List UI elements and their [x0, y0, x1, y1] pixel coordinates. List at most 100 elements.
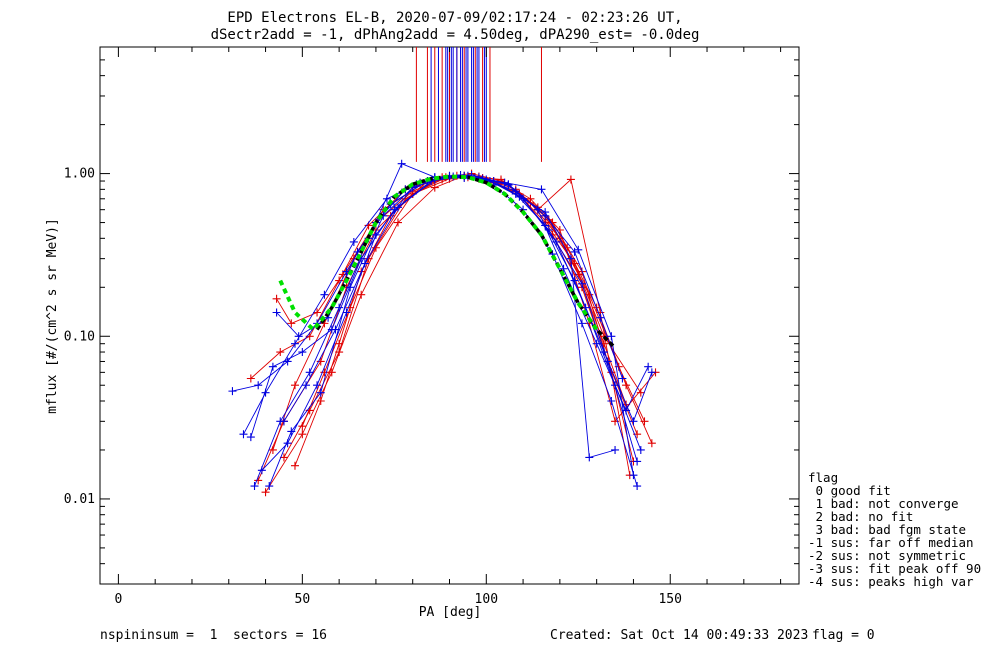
- series-15-point-1: [287, 427, 296, 436]
- series-15-point-0: [265, 482, 274, 491]
- x-tick-label-3: 150: [658, 592, 681, 607]
- series-5-point-2: [335, 348, 344, 357]
- series-9-point-5: [397, 159, 406, 168]
- series-8-point-14: [633, 482, 642, 491]
- series-6-point-2: [346, 303, 355, 312]
- legend-item-7: -4 sus: peaks high var: [808, 574, 974, 589]
- x-axis-label: PA [deg]: [419, 605, 482, 620]
- legend-item-1: 1 bad: not converge: [808, 496, 959, 511]
- series-15-point-8: [511, 187, 520, 196]
- series-1-point-13: [647, 439, 656, 448]
- series-11-point-12: [611, 445, 620, 454]
- series-4-point-0: [261, 488, 270, 497]
- series-10-point-13: [629, 417, 638, 426]
- series-15-point-2: [316, 388, 325, 397]
- plot-area: 0 50 100 150 0.01 0.10 1.00: [64, 46, 800, 607]
- series-15-point-11: [603, 357, 612, 366]
- y-tick-label-0: 0.01: [64, 492, 95, 507]
- x-tick-label-1: 50: [295, 592, 311, 607]
- y-axis-label: mflux [#/(cm^2 s sr MeV)]: [45, 218, 60, 414]
- series-10-point-3: [320, 290, 329, 299]
- series-13-point-11: [607, 332, 616, 341]
- data-layer: [228, 47, 660, 497]
- series-14-point-9: [570, 247, 579, 256]
- series-12-point-2: [313, 381, 322, 390]
- series-1-point-1: [290, 381, 299, 390]
- series-15-point-12: [633, 457, 642, 466]
- series-13-point-0: [246, 433, 255, 442]
- fit-curve-green: [278, 174, 599, 333]
- series-3-point-0: [290, 461, 299, 470]
- series-14-point-4: [393, 203, 402, 212]
- series-13-point-9: [537, 185, 546, 194]
- series-4-point-3: [357, 290, 366, 299]
- legend-item-4: -1 sus: far off median: [808, 535, 974, 550]
- series-10-point-2: [290, 339, 299, 348]
- axis-layer: 0 50 100 150 0.01 0.10 1.00: [64, 46, 799, 607]
- series-14-point-11: [618, 374, 627, 383]
- footer-spin-info: nspininsum = 1 sectors = 16: [100, 628, 327, 643]
- series-4-point-1: [298, 430, 307, 439]
- x-tick-label-0: 0: [114, 592, 122, 607]
- legend-item-6: -3 sus: fit peak off 90: [808, 561, 981, 576]
- legend-title: flag: [808, 470, 838, 485]
- series-5-point-0: [279, 453, 288, 462]
- series-11-point-1: [294, 332, 303, 341]
- series-0-point-2: [316, 357, 325, 366]
- series-15-point-10: [577, 279, 586, 288]
- series-12-point-13: [644, 362, 653, 371]
- series-line-13: [250, 175, 634, 476]
- series-8-point-12: [577, 319, 586, 328]
- legend-item-0: 0 good fit: [808, 483, 891, 498]
- series-1-point-0: [268, 445, 277, 454]
- series-line-10: [243, 176, 653, 435]
- series-line-15: [268, 176, 638, 487]
- series-13-point-1: [268, 362, 277, 371]
- y-tick-label-2: 1.00: [64, 167, 95, 182]
- series-4-point-4: [393, 218, 402, 227]
- series-4-point-9: [566, 175, 575, 184]
- chart-title-line1: EPD Electrons EL-B, 2020-07-09/02:17:24 …: [227, 10, 682, 26]
- series-11-point-0: [272, 308, 281, 317]
- series-14-point-8: [541, 211, 550, 220]
- series-9-point-0: [250, 482, 259, 491]
- series-9-point-3: [335, 303, 344, 312]
- chart-title-line2: dSectr2add = -1, dPhAng2add = 4.50deg, d…: [211, 27, 700, 43]
- series-8-point-2: [283, 357, 292, 366]
- series-12-point-0: [257, 466, 266, 475]
- x-tick-label-2: 100: [475, 592, 498, 607]
- series-7-point-1: [287, 319, 296, 328]
- series-14-point-0: [279, 417, 288, 426]
- series-7-point-0: [272, 294, 281, 303]
- series-2-point-0: [246, 374, 255, 383]
- series-14-point-7: [504, 180, 513, 189]
- series-10-point-0: [239, 430, 248, 439]
- series-15-point-3: [346, 283, 355, 292]
- series-12-point-3: [342, 308, 351, 317]
- series-line-4: [265, 175, 631, 493]
- series-10-point-5: [382, 194, 391, 203]
- series-6-point-1: [320, 368, 329, 377]
- series-8-point-13: [607, 396, 616, 405]
- series-7-point-2: [313, 308, 322, 317]
- series-10-point-4: [349, 237, 358, 246]
- series-14-point-1: [302, 381, 311, 390]
- footer-created: Created: Sat Oct 14 00:49:33 2023: [550, 628, 808, 643]
- series-8-point-0: [228, 387, 237, 396]
- series-2-point-1: [276, 348, 285, 357]
- series-14-point-10: [596, 313, 605, 322]
- flag-legend: flag 0 good fit 1 bad: not converge 2 ba…: [808, 470, 981, 589]
- series-14-point-3: [360, 259, 369, 268]
- series-6-point-0: [298, 422, 307, 431]
- series-2-point-13: [640, 417, 649, 426]
- series-11-point-10: [566, 254, 575, 263]
- series-13-point-12: [629, 471, 638, 480]
- series-11-point-11: [585, 453, 594, 462]
- series-8-point-1: [254, 381, 263, 390]
- series-12-point-11: [592, 339, 601, 348]
- series-10-point-11: [570, 276, 579, 285]
- series-10-point-14: [647, 368, 656, 377]
- series-line-6: [301, 176, 638, 435]
